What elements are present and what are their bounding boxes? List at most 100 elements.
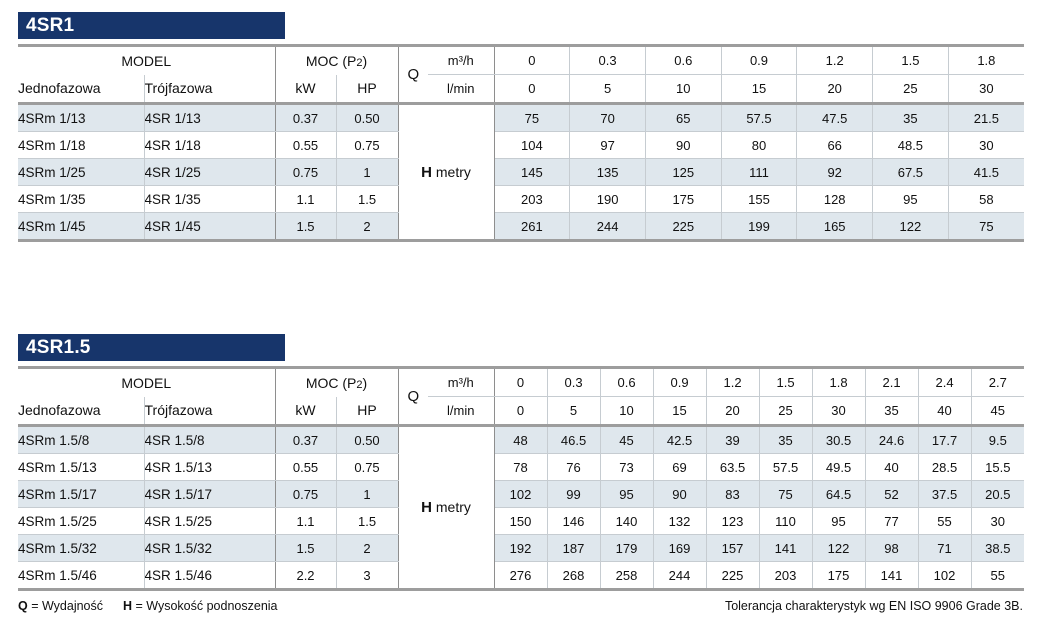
power-label-suffix: ) bbox=[362, 374, 368, 391]
model-single-phase: 4SRm 1.5/8 bbox=[18, 425, 145, 454]
model-three-phase: 4SR 1.5/46 bbox=[144, 561, 276, 590]
model-single-phase: 4SRm 1/45 bbox=[18, 212, 145, 241]
head-value: 15.5 bbox=[971, 453, 1025, 481]
head-value: 102 bbox=[918, 561, 972, 590]
head-value: 21.5 bbox=[948, 103, 1024, 132]
head-value: 75 bbox=[948, 212, 1024, 241]
flow-lmin-value: 15 bbox=[721, 74, 798, 105]
hp-header: HP bbox=[336, 396, 399, 427]
model-single-phase: 4SRm 1/18 bbox=[18, 131, 145, 159]
head-value: 28.5 bbox=[918, 453, 972, 481]
head-value: 35 bbox=[759, 425, 813, 454]
head-metry-label: H metry bbox=[398, 425, 495, 590]
model-single-phase: 4SRm 1/25 bbox=[18, 158, 145, 186]
power-hp-value: 0.75 bbox=[336, 131, 399, 159]
flow-m3h-value: 1.2 bbox=[796, 45, 874, 75]
model-single-phase: 4SRm 1.5/32 bbox=[18, 534, 145, 562]
model-single-phase: 4SRm 1/35 bbox=[18, 185, 145, 213]
power-label: MOC (P bbox=[305, 374, 357, 391]
head-value: 203 bbox=[759, 561, 813, 590]
model-single-phase: 4SRm 1/13 bbox=[18, 103, 145, 132]
flow-lmin-value: 15 bbox=[653, 396, 707, 427]
head-value: 30 bbox=[948, 131, 1024, 159]
head-value: 9.5 bbox=[971, 425, 1025, 454]
pump-model-row: 4SRm 1.5/17 4SR 1.5/17 0.75 1 102 99 95 90 83 75 6… bbox=[18, 480, 1025, 508]
head-value: 38.5 bbox=[971, 534, 1025, 562]
head-metry-text: metry bbox=[435, 499, 471, 515]
power-kw-value: 1.5 bbox=[275, 212, 337, 241]
head-value: 55 bbox=[990, 567, 1006, 583]
pump-model-row: 4SRm 1/13 4SR 1/13 0.37 0.50 H metry 75 70 65 57… bbox=[18, 103, 1024, 241]
head-value: 261 bbox=[494, 212, 571, 241]
head-value: 57.5 bbox=[721, 103, 798, 132]
power-header: MOC (P2) bbox=[275, 367, 399, 397]
legend-q-symbol: Q bbox=[18, 599, 28, 613]
power-hp-value: 0.75 bbox=[336, 453, 399, 481]
head-value: 70 bbox=[569, 103, 646, 132]
flow-m3h-value: 1.8 bbox=[812, 367, 866, 397]
head-value: 97 bbox=[569, 131, 646, 159]
pump-model-row: 4SRm 1/25 4SR 1/25 0.75 1 145 135 125 111 92 67.5… bbox=[18, 158, 1024, 186]
power-hp-value: 1 bbox=[336, 158, 399, 186]
head-value: 30.5 bbox=[812, 425, 866, 454]
head-value: 41.5 bbox=[948, 158, 1024, 186]
head-value: 78 bbox=[494, 453, 548, 481]
model-three-phase: 4SR 1.5/25 bbox=[144, 507, 276, 535]
power-hp-value: 2 bbox=[336, 534, 399, 562]
model-three-phase: 4SR 1/45 bbox=[144, 212, 276, 241]
power-hp-value: 2 bbox=[336, 212, 399, 241]
head-value: 110 bbox=[759, 507, 813, 535]
flow-m3h-value: 0.3 bbox=[547, 367, 601, 397]
model-single-phase: 4SRm 1.5/17 bbox=[18, 480, 145, 508]
flow-m3h-value: 2.7 bbox=[971, 367, 1025, 397]
head-value: 90 bbox=[645, 131, 722, 159]
single-phase-header: Jednofazowa bbox=[18, 74, 145, 105]
series-title: 4SR1.5 bbox=[26, 337, 91, 358]
flow-m3h-value: 0.3 bbox=[569, 45, 646, 75]
head-value: 225 bbox=[706, 561, 760, 590]
series-title-bar: 4SR1.5 bbox=[18, 334, 285, 361]
pump-model-row: 4SRm 1.5/32 4SR 1.5/32 1.5 2 192 187 179 169 157… bbox=[18, 534, 1025, 562]
pump-model-row: 4SRm 1.5/46 4SR 1.5/46 2.2 3 276 268 258 244 225… bbox=[18, 561, 1024, 590]
head-h-symbol: H bbox=[421, 163, 432, 181]
power-hp-value: 0.50 bbox=[336, 103, 399, 132]
flow-m3h-value: 0.6 bbox=[645, 45, 722, 75]
head-value: 102 bbox=[494, 480, 548, 508]
flow-lmin-value: 25 bbox=[872, 74, 949, 105]
pump-model-row: 4SRm 1/35 4SR 1/35 1.1 1.5 203 190 175 155 128 95… bbox=[18, 185, 1024, 213]
flow-lmin-value: 35 bbox=[865, 396, 919, 427]
head-value: 63.5 bbox=[706, 453, 760, 481]
head-value: 111 bbox=[721, 158, 798, 186]
head-value: 99 bbox=[547, 480, 601, 508]
head-value: 20.5 bbox=[971, 480, 1025, 508]
head-value: 135 bbox=[569, 158, 646, 186]
model-single-phase: 4SRm 1.5/25 bbox=[18, 507, 145, 535]
kw-header: kW bbox=[275, 396, 337, 427]
head-value: 83 bbox=[706, 480, 760, 508]
flow-m3h-value: 0 bbox=[494, 367, 548, 397]
head-value: 276 bbox=[494, 561, 548, 590]
model-three-phase: 4SR 1.5/17 bbox=[144, 480, 276, 508]
head-value: 92 bbox=[796, 158, 874, 186]
model-three-phase: 4SR 1/35 bbox=[144, 185, 276, 213]
head-value: 199 bbox=[721, 212, 798, 241]
head-value: 40 bbox=[865, 453, 919, 481]
power-kw-value: 0.37 bbox=[275, 425, 337, 454]
head-value: 244 bbox=[653, 561, 707, 590]
head-value: 57.5 bbox=[759, 453, 813, 481]
footer: Q = Wydajność H = Wysokość podnoszenia To… bbox=[18, 599, 1023, 613]
head-value: 104 bbox=[494, 131, 571, 159]
power-header: MOC (P2) bbox=[275, 45, 399, 75]
flow-q-label: Q bbox=[398, 367, 429, 427]
pump-model-row: 4SRm 1.5/13 4SR 1.5/13 0.55 0.75 78 76 73 69 63.… bbox=[18, 453, 1025, 481]
header-row-2: Jednofazowa Trójfazowa kW HP l/min 0 5 10 15 20 25… bbox=[18, 74, 1024, 105]
head-value: 47.5 bbox=[796, 103, 874, 132]
pump-model-row: 4SRm 1.5/25 4SR 1.5/25 1.1 1.5 150 146 140 132 1… bbox=[18, 507, 1025, 535]
head-value: 179 bbox=[600, 534, 654, 562]
flow-m3h-value: 0.9 bbox=[653, 367, 707, 397]
